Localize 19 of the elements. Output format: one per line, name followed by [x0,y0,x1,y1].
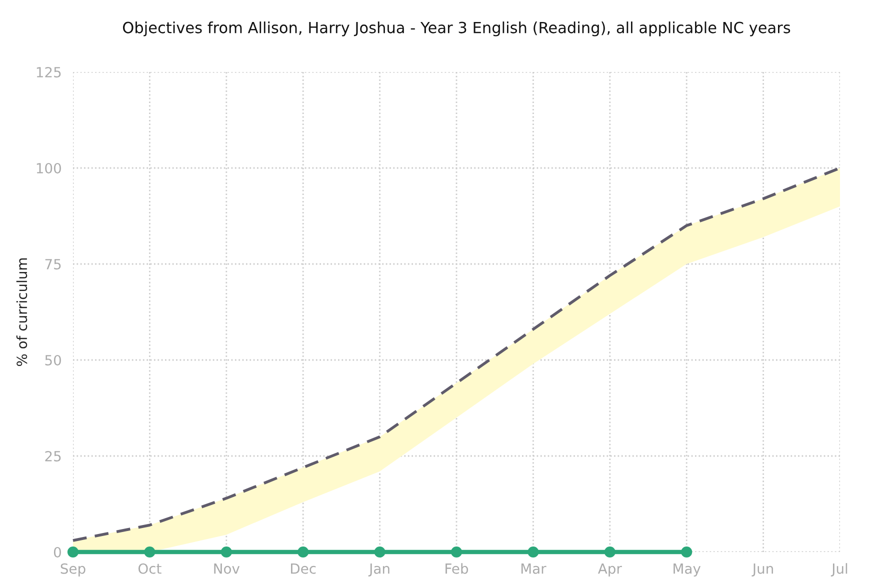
x-tick-label: Nov [214,564,240,574]
y-tick-label: 75 [45,259,61,270]
x-tick-label: Apr [598,564,622,577]
x-tick-label: Sep [60,563,86,577]
y-tick-label: 25 [45,450,61,462]
y-tick-label: 0 [54,546,61,558]
x-tick-label: Dec [291,564,316,574]
x-tick-label: Oct [138,563,162,574]
x-tick-label: Feb [446,563,468,574]
x-tick-label: Mar [521,564,546,574]
x-tick-label: Jul [830,563,848,576]
x-tick-label: Jan [368,564,390,576]
y-axis-title: % of curriculum [16,258,28,366]
y-tick-label: 125 [36,66,61,78]
x-tick-label: Jun [752,564,773,576]
x-tick-label: May [674,564,701,577]
y-tick-label: 100 [36,162,61,174]
y-tick-label: 50 [45,354,61,366]
chart-title: Objectives from Allison, Harry Joshua - Year 3 English (Reading), all applicable NC years [122,22,790,36]
